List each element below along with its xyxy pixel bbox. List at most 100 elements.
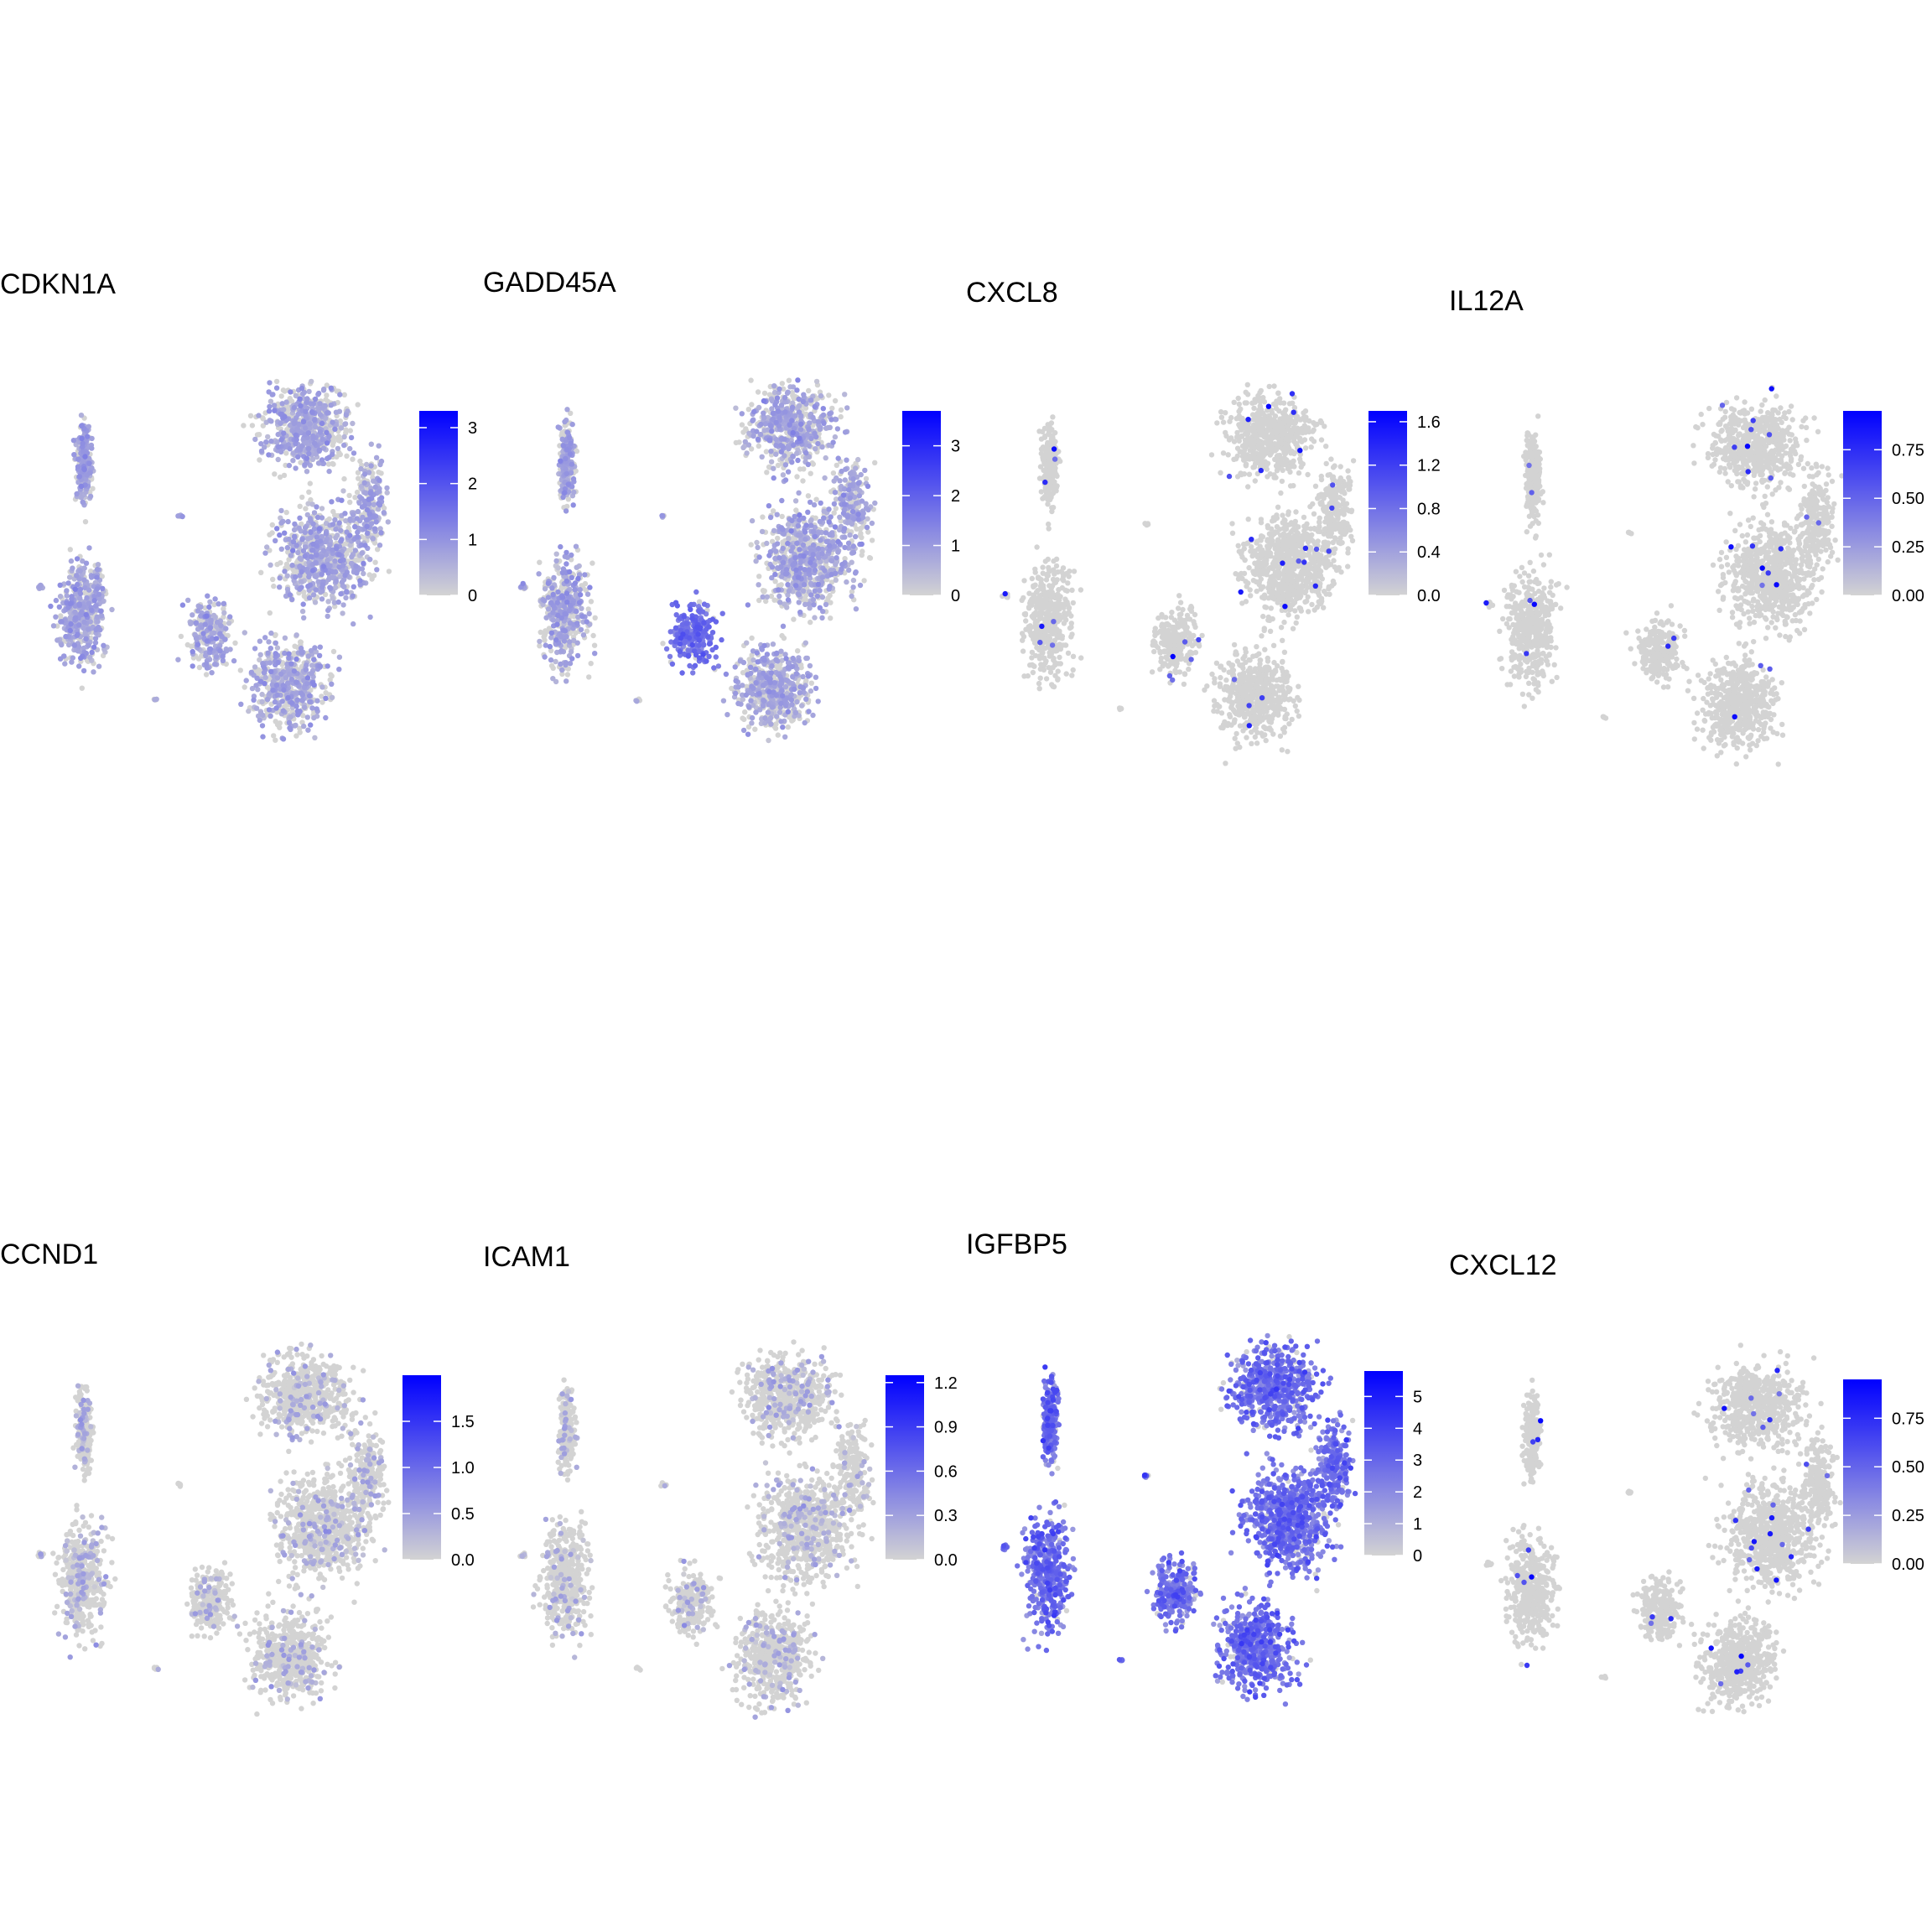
cell-point (288, 661, 294, 667)
cell-point (749, 402, 755, 408)
cell-point (238, 701, 244, 707)
cell-point (770, 641, 776, 647)
cell-point (376, 470, 382, 475)
cell-point (819, 595, 826, 600)
cell-point (291, 650, 297, 657)
cell-point (537, 643, 543, 649)
color-legend-bar (419, 411, 458, 595)
cell-point (811, 501, 818, 508)
cell-point (354, 489, 361, 496)
cell-point (808, 680, 814, 686)
cell-point (823, 454, 828, 461)
cell-point (329, 499, 335, 505)
cell-point (312, 423, 319, 430)
cell-point (293, 543, 299, 548)
cell-point (209, 670, 215, 676)
cell-point (357, 578, 363, 584)
cell-point (284, 573, 290, 579)
cell-point (267, 668, 274, 675)
cell-point (858, 531, 864, 537)
cell-point (332, 517, 338, 523)
cell-point (808, 518, 813, 524)
cell-point (362, 490, 369, 496)
cell-point (258, 448, 265, 454)
cell-point (352, 495, 358, 501)
cell-point (190, 648, 195, 655)
cell-point (842, 556, 848, 562)
cell-point (368, 463, 374, 469)
cell-point (99, 613, 105, 619)
cell-point (311, 440, 318, 446)
cell-point (317, 644, 323, 650)
cell-point (746, 657, 752, 662)
cell-point (569, 613, 574, 619)
cell-point (792, 709, 799, 716)
cell-point (810, 461, 816, 467)
cell-point (273, 631, 278, 638)
cell-point (50, 623, 57, 629)
cell-point (343, 517, 349, 524)
panel-title: GADD45A (483, 267, 616, 299)
cell-point (548, 635, 554, 641)
cell-point (818, 392, 824, 399)
cell-point (195, 656, 202, 662)
cell-point (307, 699, 313, 705)
cell-point (862, 467, 868, 474)
cell-point (349, 553, 355, 560)
cell-point (366, 496, 371, 502)
cell-point (290, 458, 296, 464)
cell-point (207, 646, 214, 652)
cell-point (312, 735, 318, 740)
cell-point (333, 526, 339, 532)
cell-point (207, 599, 213, 605)
cell-point (333, 535, 339, 541)
cell-point (565, 496, 571, 502)
cell-point (340, 602, 346, 608)
cell-point (271, 733, 277, 739)
cell-point (267, 610, 273, 616)
cell-point (299, 569, 304, 575)
cell-point (95, 562, 101, 568)
cell-point (206, 604, 212, 610)
cell-point (753, 558, 759, 564)
cell-point (288, 676, 294, 683)
cell-point (91, 644, 97, 650)
cell-point (274, 675, 281, 681)
cell-point (81, 577, 87, 583)
cell-point (553, 551, 559, 557)
cell-point (92, 640, 99, 646)
cell-point (355, 470, 361, 475)
cell-point (766, 392, 773, 397)
cell-point (266, 452, 272, 458)
cell-point (808, 619, 813, 626)
cell-point (781, 386, 787, 392)
cell-point (294, 697, 300, 703)
cell-point (351, 621, 356, 627)
cell-point (739, 692, 745, 698)
cell-point (802, 595, 808, 601)
cell-point (283, 675, 289, 681)
cell-point (91, 669, 96, 675)
cell-point (344, 551, 350, 557)
cell-point (774, 512, 780, 517)
cell-point (278, 546, 284, 552)
cell-point (67, 627, 74, 634)
cell-point (842, 534, 848, 540)
cell-point (768, 721, 774, 727)
cell-point (750, 691, 756, 697)
cell-point (586, 674, 592, 680)
cell-point (872, 500, 878, 506)
cell-point (59, 641, 65, 648)
cell-point (367, 614, 373, 621)
cell-point (742, 709, 748, 715)
cell-point (307, 421, 313, 427)
cell-point (222, 636, 228, 642)
cell-point (304, 455, 309, 461)
cell-point (266, 707, 273, 713)
cell-point (377, 526, 383, 532)
cell-point (791, 395, 797, 401)
cell-point (770, 508, 776, 514)
cell-point (299, 584, 304, 590)
cell-point (865, 529, 871, 535)
